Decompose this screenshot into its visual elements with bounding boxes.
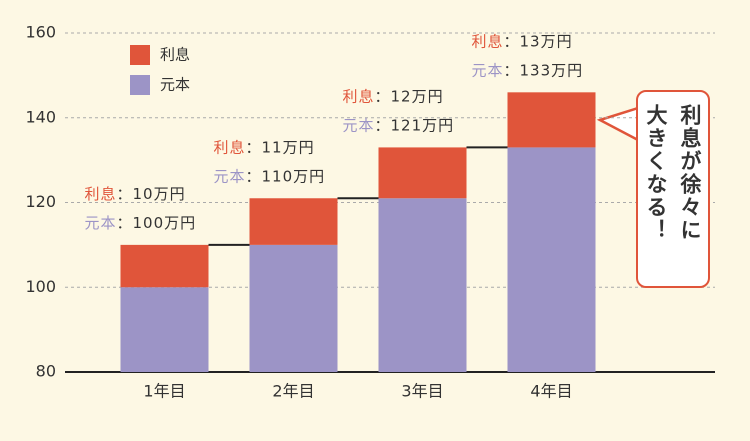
callout-line: 大きくなる！	[644, 104, 668, 242]
data-label: 元本：100万円	[85, 213, 197, 231]
data-label-value: ：100万円	[117, 213, 197, 231]
bar-segment	[120, 287, 209, 372]
data-label: 元本：110万円	[214, 167, 326, 185]
bar-segment	[378, 198, 467, 372]
data-label-name: 利息	[343, 87, 375, 105]
legend-swatch	[130, 75, 150, 95]
data-label-name: 利息	[214, 138, 246, 156]
bar-segment	[378, 147, 467, 199]
y-tick-label: 160	[25, 23, 56, 42]
data-label: 利息：11万円	[214, 138, 315, 156]
data-label: 利息：12万円	[343, 87, 444, 105]
legend-label: 利息	[160, 46, 190, 64]
bar-segment	[249, 198, 338, 245]
data-label-value: ：11万円	[246, 138, 315, 156]
bar-segment	[507, 147, 596, 372]
callout-pointer	[596, 106, 640, 143]
bar-segment	[507, 92, 596, 148]
bar-segment	[249, 244, 338, 372]
x-tick-label: 1年目	[143, 382, 185, 401]
data-label-value: ：10万円	[117, 184, 186, 202]
data-label: 元本：121万円	[343, 116, 455, 134]
x-tick-label: 2年目	[272, 382, 314, 401]
data-label: 利息：13万円	[472, 32, 573, 50]
data-label: 利息：10万円	[85, 184, 186, 202]
x-tick-label: 3年目	[401, 382, 443, 401]
data-label-name: 利息	[472, 32, 504, 50]
legend-label: 元本	[160, 76, 190, 94]
y-tick-label: 100	[25, 277, 56, 296]
y-tick-label: 80	[36, 362, 56, 381]
data-label-value: ：13万円	[504, 32, 573, 50]
data-label-value: ：12万円	[375, 87, 444, 105]
data-label-name: 利息	[85, 184, 117, 202]
callout: 利息が徐々に 大きくなる！	[636, 90, 710, 288]
data-label: 元本：133万円	[472, 61, 584, 79]
data-label-value: ：133万円	[504, 61, 584, 79]
callout-line: 利息が徐々に	[678, 104, 702, 242]
y-tick-label: 140	[25, 107, 56, 126]
data-label-name: 元本	[343, 116, 375, 134]
legend-swatch	[130, 45, 150, 65]
y-tick-label: 120	[25, 192, 56, 211]
data-label-name: 元本	[85, 213, 117, 231]
x-tick-label: 4年目	[530, 382, 572, 401]
bar-segment	[120, 244, 209, 288]
data-label-name: 元本	[472, 61, 504, 79]
data-label-value: ：110万円	[246, 167, 326, 185]
data-label-name: 元本	[214, 167, 246, 185]
data-label-value: ：121万円	[375, 116, 455, 134]
